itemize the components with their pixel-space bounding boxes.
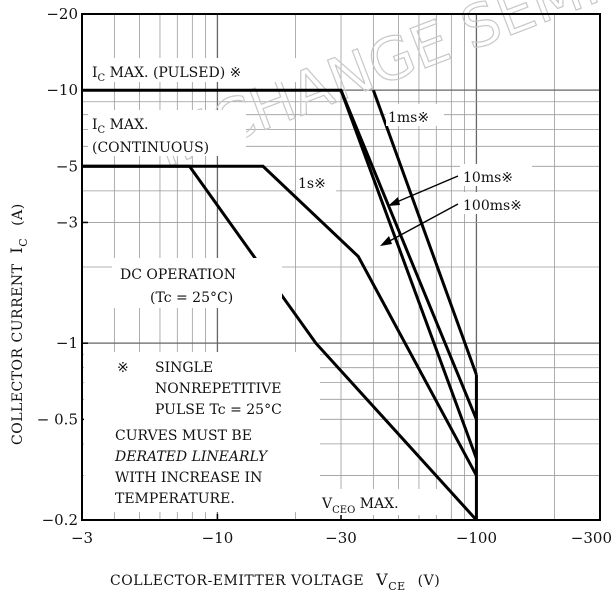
y-axis-title: COLLECTOR CURRENTIC(A) (7, 203, 30, 445)
arrowhead-100ms (380, 236, 392, 246)
note-line-4: CURVES MUST BE (115, 428, 252, 444)
label-10ms: 10ms※ (463, 170, 513, 186)
curve-3 (339, 89, 478, 460)
arrow-100ms (383, 203, 459, 245)
y-tick-label-5: − 0.5 (37, 410, 78, 428)
label-100ms: 100ms※ (463, 198, 522, 214)
ic-pulsed-bg (88, 58, 298, 82)
y-tick-label-1: −10 (46, 81, 78, 99)
derating-note: ※ SINGLE NONREPETITIVE PULSE Tc = 25°C C… (84, 352, 320, 512)
note-line-3: PULSE Tc = 25°C (155, 402, 282, 418)
plot-frame (81, 13, 601, 521)
ic-pulsed-label: IC MAX. (PULSED) ※ (92, 65, 241, 84)
ic-cont-bg (88, 110, 246, 156)
y-tick-label-0: −20 (46, 5, 78, 23)
x-tick-label-2: −30 (325, 529, 357, 547)
x-tick-label-3: −100 (456, 529, 497, 547)
arrow-10ms (391, 175, 459, 205)
ic-cont-label: IC MAX. (92, 117, 149, 136)
note-line-5: DERATED LINEARLY (114, 449, 269, 465)
label-1ms: 1ms※ (388, 110, 429, 126)
ms1-bg (386, 104, 444, 126)
y-tick-label-3: −3 (56, 213, 78, 231)
dc-temp-label: (Tc = 25°C) (150, 290, 233, 306)
s1-bg (296, 170, 336, 192)
x-tick-label-1: −10 (202, 529, 234, 547)
ms10-bg (460, 164, 532, 186)
annotations: IC MAX. (PULSED) ※ IC MAX. (CONTINUOUS) … (88, 58, 540, 516)
x-tick-labels: −3 −10 −30 −100 −300 (71, 514, 611, 547)
vceo-label: VCEO MAX. (321, 496, 399, 516)
ic-cont-label-2: (CONTINUOUS) (92, 140, 209, 156)
ms100-bg (460, 192, 540, 214)
y-tick-labels: −20 −10 −5 −3 −1 − 0.5 −0.2 (37, 5, 88, 529)
x-tick-label-0: −3 (71, 529, 93, 547)
arrowhead-10ms (388, 197, 400, 206)
note-bg (84, 352, 320, 512)
x-tick-label-4: −300 (571, 529, 611, 547)
note-line-6: WITH INCREASE IN (115, 470, 262, 486)
curve-1 (82, 164, 478, 477)
note-line-2: NONREPETITIVE (155, 381, 281, 397)
note-mark: ※ (117, 360, 129, 376)
vceo-bg (318, 489, 444, 515)
dc-bg (112, 258, 282, 308)
soa-curves (82, 88, 478, 522)
note-line-1: SINGLE (155, 360, 213, 376)
label-1s: 1s※ (298, 176, 326, 192)
curve-4 (371, 89, 478, 376)
note-line-7: TEMPERATURE. (115, 491, 235, 507)
y-tick-label-6: −0.2 (42, 511, 78, 529)
dc-operation-label: DC OPERATION (120, 267, 236, 283)
y-tick-label-2: −5 (56, 157, 78, 175)
x-axis-title: COLLECTOR-EMITTER VOLTAGE VCE (V) (110, 570, 440, 591)
y-tick-label-4: −1 (56, 334, 78, 352)
